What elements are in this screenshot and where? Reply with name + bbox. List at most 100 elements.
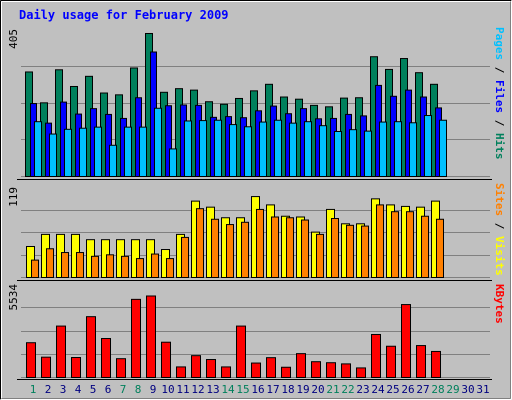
x-label-day-11: 11: [176, 383, 189, 396]
bar-sites-day-16: [256, 208, 264, 278]
bar-kbytes-day-7: [116, 358, 126, 378]
x-label-day-5: 5: [90, 383, 97, 396]
bar-kbytes-day-26: [401, 304, 411, 378]
bar-sites-day-24: [376, 204, 384, 278]
bar-pages-day-22: [349, 129, 357, 178]
legend-part: /: [493, 60, 506, 80]
bar-kbytes-day-13: [206, 359, 216, 379]
bar-sites-day-26: [406, 211, 414, 278]
bar-pages-day-14: [229, 124, 237, 178]
legend-part: Files: [493, 80, 506, 113]
x-label-day-7: 7: [120, 383, 127, 396]
x-label-day-29: 29: [446, 383, 459, 396]
legend-part: KBytes: [493, 284, 506, 324]
panel-2: 119 Sites / Visits: [7, 183, 506, 279]
x-label-day-24: 24: [371, 383, 385, 396]
x-label-day-2: 2: [45, 383, 52, 396]
panel-1: 405 Pages / Files / Hits: [7, 27, 506, 178]
x-label-day-18: 18: [281, 383, 294, 396]
bar-pages-day-7: [124, 126, 132, 178]
bar-sites-day-1: [31, 259, 39, 278]
bar-pages-day-2: [49, 133, 57, 178]
bar-kbytes-day-14: [221, 366, 231, 378]
bar-kbytes-day-16: [251, 362, 261, 378]
bar-files-day-10: [165, 105, 172, 177]
bar-pages-day-11: [184, 120, 192, 177]
bar-sites-day-19: [301, 219, 309, 279]
bar-pages-day-28: [439, 119, 447, 177]
bar-sites-day-7: [121, 255, 129, 278]
bar-kbytes-day-23: [356, 367, 366, 378]
bar-kbytes-day-9: [146, 295, 156, 378]
bar-pages-day-26: [409, 122, 417, 177]
x-label-day-20: 20: [311, 383, 324, 396]
x-label-day-4: 4: [75, 383, 82, 396]
bar-pages-day-6: [109, 144, 117, 178]
x-label-day-13: 13: [206, 383, 219, 396]
x-label-day-1: 1: [30, 383, 37, 396]
panel-2-max-label: 119: [7, 187, 20, 207]
x-label-day-19: 19: [296, 383, 309, 396]
bar-pages-day-12: [199, 120, 207, 178]
bar-kbytes-day-6: [101, 338, 111, 379]
bar-pages-day-24: [379, 121, 387, 177]
bar-kbytes-day-18: [281, 366, 291, 379]
bar-pages-day-19: [304, 121, 312, 177]
bar-kbytes-day-21: [326, 362, 336, 379]
bar-sites-day-17: [271, 216, 279, 279]
bar-sites-day-11: [181, 236, 189, 279]
bar-kbytes-day-2: [41, 356, 51, 379]
x-label-day-26: 26: [401, 383, 414, 396]
bar-sites-day-10: [166, 258, 174, 278]
bar-kbytes-day-19: [296, 353, 306, 378]
bar-pages-day-21: [334, 130, 342, 178]
bar-pages-day-3: [64, 128, 72, 178]
legend-part: /: [493, 113, 506, 133]
x-label-day-12: 12: [191, 383, 204, 396]
bar-pages-day-18: [289, 122, 297, 178]
bar-pages-day-15: [244, 126, 252, 177]
panel-3-max-label: 5534: [7, 284, 20, 311]
panel-2-legend-label: Sites / Visits: [493, 183, 506, 276]
legend-part: Visits: [493, 236, 506, 276]
x-label-day-28: 28: [431, 383, 444, 396]
bar-sites-day-5: [91, 255, 99, 278]
bar-kbytes-day-22: [341, 363, 351, 379]
x-label-day-25: 25: [386, 383, 399, 396]
x-label-day-14: 14: [221, 383, 235, 396]
bar-sites-day-20: [316, 233, 324, 279]
bar-sites-day-9: [151, 253, 159, 279]
x-label-day-6: 6: [105, 383, 112, 396]
bar-pages-day-10: [169, 148, 177, 177]
bar-kbytes-day-15: [236, 325, 246, 379]
legend-part: Sites: [493, 183, 506, 216]
bar-pages-day-27: [424, 115, 432, 178]
bar-sites-day-28: [436, 218, 444, 279]
panel-1-legend-label: Pages / Files / Hits: [493, 27, 506, 160]
bar-kbytes-day-8: [131, 298, 141, 379]
bar-pages-day-5: [94, 126, 102, 178]
bar-sites-day-15: [241, 221, 249, 278]
x-label-day-15: 15: [236, 383, 249, 396]
panel-1-max-label: 405: [7, 29, 20, 49]
bar-sites-day-21: [331, 218, 339, 279]
bar-sites-day-27: [421, 215, 429, 279]
x-label-day-23: 23: [356, 383, 369, 396]
x-label-day-30: 30: [461, 383, 474, 396]
x-label-day-9: 9: [150, 383, 157, 396]
x-label-day-3: 3: [60, 383, 67, 396]
bar-sites-day-22: [346, 224, 354, 278]
bar-kbytes-day-3: [56, 325, 66, 379]
bar-sites-day-18: [286, 217, 294, 279]
bar-kbytes-day-17: [266, 357, 276, 379]
bar-kbytes-day-4: [71, 357, 81, 378]
bar-sites-day-6: [106, 254, 114, 279]
bar-kbytes-day-1: [26, 342, 36, 378]
bar-sites-day-25: [391, 211, 399, 278]
bar-pages-day-25: [394, 121, 402, 177]
bar-pages-day-1: [34, 121, 42, 177]
x-label-day-27: 27: [416, 383, 429, 396]
bar-pages-day-17: [274, 119, 282, 177]
bar-pages-day-8: [139, 126, 147, 178]
